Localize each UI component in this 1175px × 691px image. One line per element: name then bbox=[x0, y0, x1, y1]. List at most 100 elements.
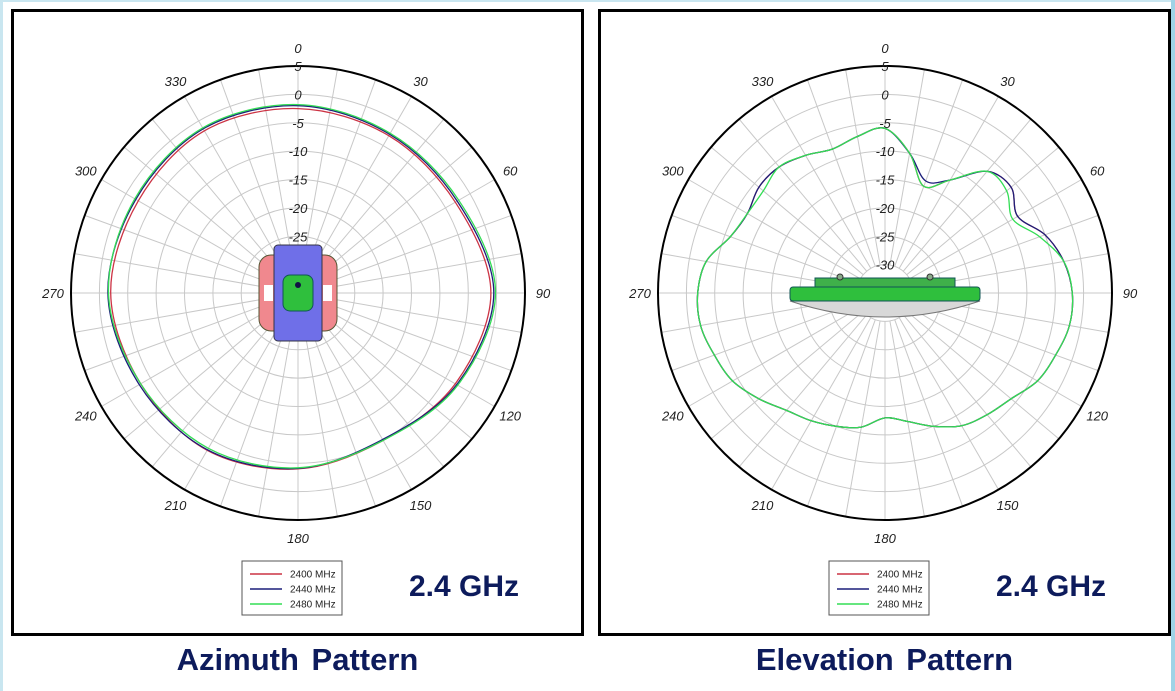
azimuth-caption: Azimuth Pattern bbox=[176, 642, 419, 677]
left-border-accent bbox=[0, 0, 3, 691]
grid-spoke bbox=[319, 146, 473, 276]
grid-spoke bbox=[322, 306, 495, 407]
angle-tick-label: 60 bbox=[503, 164, 518, 179]
elevation-chart-panel: 5 0 -5 -10 -15 -20 -25 -30 0 30 60 90 120 150 180 210 24… bbox=[598, 9, 1171, 636]
radial-tick-label: -15 bbox=[289, 173, 309, 188]
series-line bbox=[696, 127, 1074, 429]
grid-spoke bbox=[688, 179, 861, 280]
legend-entry: 2440 MHz bbox=[877, 585, 923, 596]
angle-tick-label: 330 bbox=[752, 74, 774, 89]
grid-spoke bbox=[845, 320, 881, 517]
elevation-caption: Elevation Pattern bbox=[755, 642, 1014, 677]
grid-spoke bbox=[258, 69, 294, 266]
grid-spoke bbox=[84, 302, 272, 372]
frequency-band-label: 2.4 GHz bbox=[409, 570, 519, 603]
grid-spoke bbox=[909, 179, 1082, 280]
grid-spoke bbox=[894, 319, 964, 507]
grid-spoke bbox=[771, 96, 872, 269]
grid-spoke bbox=[74, 253, 271, 289]
grid-spoke bbox=[219, 79, 289, 267]
angle-tick-label: 240 bbox=[661, 409, 684, 424]
grid-spoke bbox=[909, 306, 1082, 407]
angle-tick-label: 30 bbox=[413, 74, 428, 89]
angle-tick-label: 240 bbox=[74, 409, 97, 424]
grid-spoke bbox=[771, 317, 872, 490]
grid-spoke bbox=[151, 118, 281, 272]
radial-tick-label: -5 bbox=[292, 116, 304, 131]
radial-tick-label: -20 bbox=[876, 201, 896, 216]
grid-spoke bbox=[307, 319, 377, 507]
legend-entry: 2480 MHz bbox=[290, 600, 336, 611]
angle-tick-label: 30 bbox=[1000, 74, 1015, 89]
legend-entry: 2480 MHz bbox=[877, 600, 923, 611]
grid-spoke bbox=[889, 69, 925, 266]
ap-side-view-icon bbox=[789, 273, 981, 318]
legend-entry: 2440 MHz bbox=[290, 585, 336, 596]
grid-spoke bbox=[902, 314, 1032, 468]
legend-box bbox=[241, 560, 343, 616]
grid-spoke bbox=[906, 310, 1060, 440]
grid-spoke bbox=[302, 320, 338, 517]
grid-spoke bbox=[307, 79, 377, 267]
radial-tick-label: -5 bbox=[879, 116, 891, 131]
angle-tick-label: 300 bbox=[662, 164, 684, 179]
grid-spoke bbox=[324, 214, 512, 284]
grid-spoke bbox=[902, 118, 1032, 272]
grid-spoke bbox=[911, 214, 1099, 284]
grid-spoke bbox=[671, 214, 859, 284]
angle-tick-label: 0 bbox=[294, 41, 302, 56]
grid-spoke bbox=[324, 302, 512, 372]
angle-tick-label: 150 bbox=[410, 498, 432, 513]
grid-spoke bbox=[311, 317, 412, 490]
azimuth-chart-panel: 50-5-10-15-20-25-30030609012015018021024… bbox=[11, 9, 584, 636]
angle-tick-label: 300 bbox=[75, 164, 97, 179]
radial-tick-label: -10 bbox=[289, 144, 309, 159]
legend-box bbox=[828, 560, 930, 616]
grid-spoke bbox=[219, 319, 289, 507]
grid-spoke bbox=[806, 319, 876, 507]
angle-tick-label: 210 bbox=[751, 498, 774, 513]
legend-entry: 2400 MHz bbox=[877, 570, 923, 581]
angle-tick-label: 90 bbox=[536, 286, 551, 301]
radial-tick-label: -15 bbox=[876, 173, 896, 188]
angle-tick-label: 210 bbox=[164, 498, 187, 513]
grid-spoke bbox=[258, 320, 294, 517]
series-line bbox=[107, 103, 497, 469]
grid-spoke bbox=[889, 320, 925, 517]
angle-tick-label: 120 bbox=[1086, 409, 1108, 424]
elevation-polar-chart: 5 0 -5 -10 -15 -20 -25 -30 0 30 60 90 120 150 180 210 24… bbox=[628, 41, 1138, 616]
grid-spoke bbox=[184, 317, 285, 490]
grid-spoke bbox=[710, 146, 864, 276]
grid-spoke bbox=[710, 310, 864, 440]
radial-tick-label: -20 bbox=[289, 201, 309, 216]
frequency-band-label: 2.4 GHz bbox=[996, 570, 1106, 603]
angle-tick-label: 180 bbox=[874, 531, 896, 546]
grid-spoke bbox=[74, 297, 271, 333]
radial-tick-label: 5 bbox=[294, 59, 302, 74]
radial-tick-label: 0 bbox=[881, 87, 889, 102]
ap-top-view-icon bbox=[258, 244, 338, 342]
grid-spoke bbox=[315, 314, 445, 468]
grid-spoke bbox=[101, 306, 274, 407]
grid-spoke bbox=[84, 214, 272, 284]
radial-tick-label: -30 bbox=[876, 258, 896, 273]
grid-spoke bbox=[911, 302, 1099, 372]
grid-spoke bbox=[738, 118, 868, 272]
radial-tick-label: -25 bbox=[289, 229, 309, 244]
angle-tick-label: 150 bbox=[997, 498, 1019, 513]
grid-spoke bbox=[898, 96, 999, 269]
angle-tick-label: 90 bbox=[1123, 286, 1138, 301]
grid-spoke bbox=[319, 310, 473, 440]
legend-entry: 2400 MHz bbox=[290, 570, 336, 581]
grid-spoke bbox=[184, 96, 285, 269]
grid-spoke bbox=[738, 314, 868, 468]
azimuth-polar-chart: 50-5-10-15-20-25-30030609012015018021024… bbox=[41, 41, 551, 616]
top-border-accent bbox=[0, 0, 1175, 2]
angle-tick-label: 120 bbox=[499, 409, 521, 424]
grid-spoke bbox=[806, 79, 876, 267]
grid-spoke bbox=[894, 79, 964, 267]
grid-spoke bbox=[322, 179, 495, 280]
grid-spoke bbox=[898, 317, 999, 490]
grid-spoke bbox=[845, 69, 881, 266]
grid-spoke bbox=[311, 96, 412, 269]
